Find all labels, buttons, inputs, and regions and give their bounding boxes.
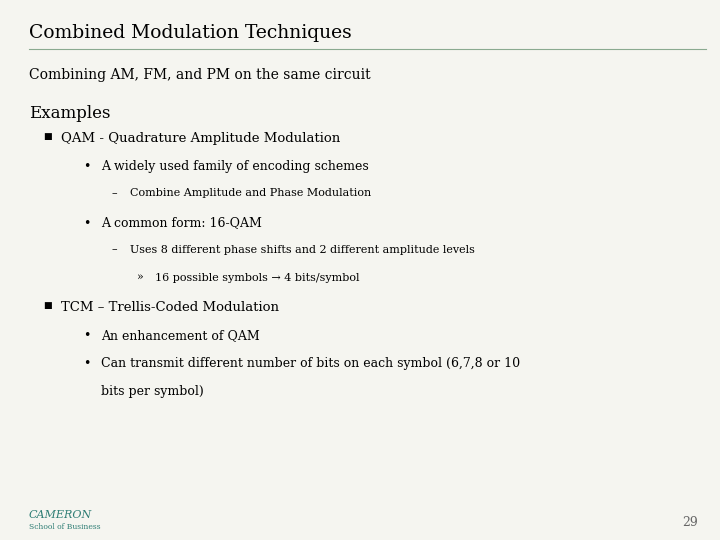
Text: A widely used family of encoding schemes: A widely used family of encoding schemes	[101, 160, 369, 173]
Text: School of Business: School of Business	[29, 523, 100, 531]
Text: •: •	[83, 357, 90, 370]
Text: 16 possible symbols → 4 bits/symbol: 16 possible symbols → 4 bits/symbol	[155, 273, 359, 283]
Text: QAM - Quadrature Amplitude Modulation: QAM - Quadrature Amplitude Modulation	[61, 132, 341, 145]
Text: Examples: Examples	[29, 105, 110, 122]
Text: bits per symbol): bits per symbol)	[101, 385, 204, 398]
Text: TCM – Trellis-Coded Modulation: TCM – Trellis-Coded Modulation	[61, 301, 279, 314]
Text: •: •	[83, 160, 90, 173]
Text: •: •	[83, 329, 90, 342]
Text: ■: ■	[43, 132, 52, 141]
Text: Can transmit different number of bits on each symbol (6,7,8 or 10: Can transmit different number of bits on…	[101, 357, 520, 370]
Text: –: –	[112, 245, 117, 255]
Text: •: •	[83, 217, 90, 230]
Text: ■: ■	[43, 301, 52, 310]
Text: Combining AM, FM, and PM on the same circuit: Combining AM, FM, and PM on the same cir…	[29, 68, 370, 82]
Text: A common form: 16-QAM: A common form: 16-QAM	[101, 217, 261, 230]
Text: An enhancement of QAM: An enhancement of QAM	[101, 329, 259, 342]
Text: –: –	[112, 188, 117, 199]
Text: Combined Modulation Techniques: Combined Modulation Techniques	[29, 24, 351, 42]
Text: CAMERON: CAMERON	[29, 510, 92, 521]
Text: Uses 8 different phase shifts and 2 different amplitude levels: Uses 8 different phase shifts and 2 diff…	[130, 245, 474, 255]
Text: Combine Amplitude and Phase Modulation: Combine Amplitude and Phase Modulation	[130, 188, 371, 199]
Text: 29: 29	[683, 516, 698, 529]
Text: »: »	[137, 273, 143, 283]
